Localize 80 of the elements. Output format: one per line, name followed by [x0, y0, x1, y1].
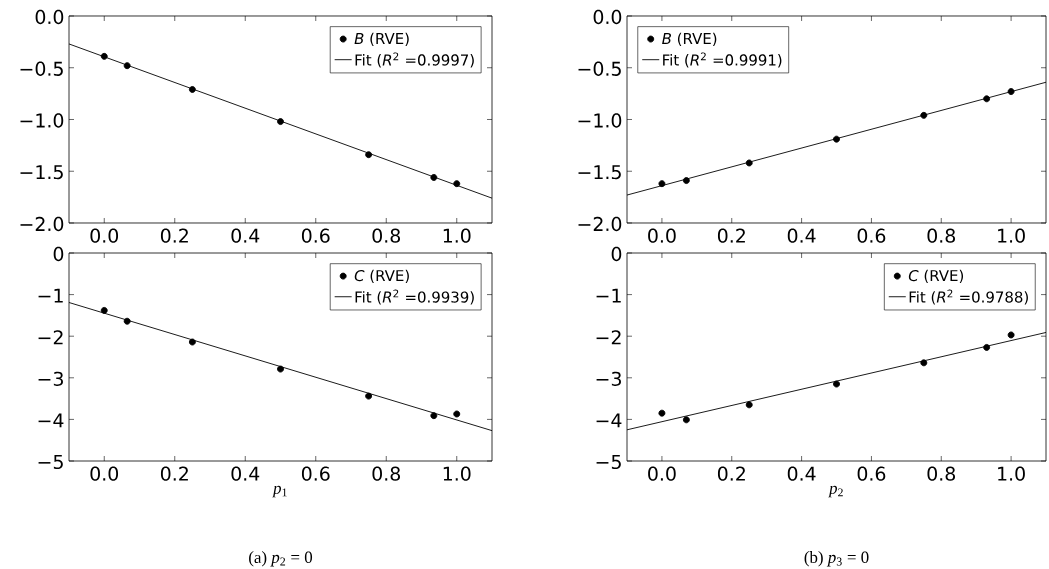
y-tick-label: −5	[38, 454, 63, 470]
y-tick-label: −2	[38, 330, 63, 345]
point	[983, 343, 991, 351]
y-tick-label: −0.5	[20, 61, 63, 76]
legend-label: Fit (R$^{2}$ =0.9939)	[355, 289, 474, 305]
y-tick-label: −1.0	[578, 113, 622, 128]
x-tick-label: 0.2	[717, 466, 745, 481]
point	[123, 317, 131, 325]
x-tick-label: 0.0	[648, 228, 676, 243]
legend-label: B (RVE)	[662, 32, 717, 46]
x-tick-label: 0.8	[372, 466, 401, 481]
legend-label: Fit (R$^{2}$ =0.9997)	[355, 52, 474, 68]
y-tick-label: −3	[596, 371, 621, 386]
x-tick-label: 0.2	[160, 228, 188, 243]
x-tick-label: 0.8	[372, 228, 401, 243]
y-tick-label: −1	[596, 288, 621, 303]
legend-label: C (RVE)	[354, 269, 409, 283]
y-tick-label: 0.0	[593, 9, 622, 25]
x-tick-label: 1.0	[443, 466, 471, 481]
x-tick-label: 0.4	[231, 466, 260, 481]
point	[658, 409, 666, 417]
y-tick-label: 0	[611, 246, 622, 262]
point	[277, 365, 284, 373]
x-tick-label: 0.8	[927, 466, 956, 481]
y-tick-label: −2.0	[20, 216, 64, 232]
point	[745, 401, 753, 409]
point	[658, 180, 666, 188]
point	[430, 412, 438, 420]
x-tick-label: 0.4	[787, 466, 816, 481]
x-tick-label: 0.0	[90, 466, 119, 481]
y-tick-label: −1.5	[578, 165, 621, 180]
y-tick-label: −0.5	[578, 61, 621, 76]
x-tick-label: 0.8	[927, 228, 956, 243]
y-tick-label: 0.0	[35, 9, 64, 25]
x-tick-label: 0.2	[717, 228, 745, 243]
x-tick-label: 1.0	[998, 466, 1025, 481]
point	[920, 359, 928, 367]
x-axis-title: p$_{2}$	[828, 485, 843, 498]
text: (a) p$_{2}$ = 0	[249, 551, 313, 567]
point	[682, 177, 690, 185]
legend-label: Fit (R$^{2}$ =0.9788)	[909, 289, 1028, 305]
point	[100, 306, 108, 314]
x-tick-label: 1.0	[443, 228, 471, 243]
x-tick-label: 0.0	[648, 466, 676, 481]
point	[453, 180, 461, 188]
x-tick-label: 1.0	[998, 228, 1025, 243]
x-tick-label: 0.6	[857, 466, 886, 481]
x-tick-label: 0.0	[90, 228, 119, 243]
y-tick-label: −1.0	[20, 113, 64, 128]
point	[833, 380, 840, 388]
y-tick-label: 0	[53, 246, 64, 262]
legend-label: C (RVE)	[908, 269, 964, 283]
point	[453, 410, 461, 418]
point	[100, 52, 108, 60]
text: (b) p$_{3}$ = 0	[804, 551, 869, 567]
x-tick-label: 0.6	[857, 228, 886, 243]
point	[188, 86, 196, 93]
x-tick-label: 0.4	[231, 228, 260, 243]
point	[745, 159, 753, 167]
x-tick-label: 0.6	[301, 228, 330, 243]
legend-label: Fit (R$^{2}$ =0.9991)	[663, 52, 782, 68]
point	[188, 338, 196, 346]
x-tick-label: 0.2	[160, 466, 188, 481]
point	[365, 392, 373, 400]
legend-label: B (RVE)	[354, 32, 409, 46]
point	[277, 118, 284, 126]
x-axis-title: p$_{1}$	[272, 485, 287, 498]
x-tick-label: 0.4	[787, 228, 816, 243]
x-tick-label: 0.6	[301, 466, 330, 481]
y-tick-label: −4	[596, 413, 622, 428]
y-tick-label: −1	[38, 288, 63, 303]
y-tick-label: −2.0	[578, 216, 622, 232]
point	[1007, 331, 1015, 339]
point	[365, 151, 373, 159]
point	[682, 416, 690, 424]
y-tick-label: −5	[596, 454, 621, 470]
y-tick-label: −3	[38, 371, 63, 386]
y-tick-label: −1.5	[20, 165, 63, 180]
y-tick-label: −4	[38, 413, 64, 428]
y-tick-label: −2	[596, 330, 621, 345]
